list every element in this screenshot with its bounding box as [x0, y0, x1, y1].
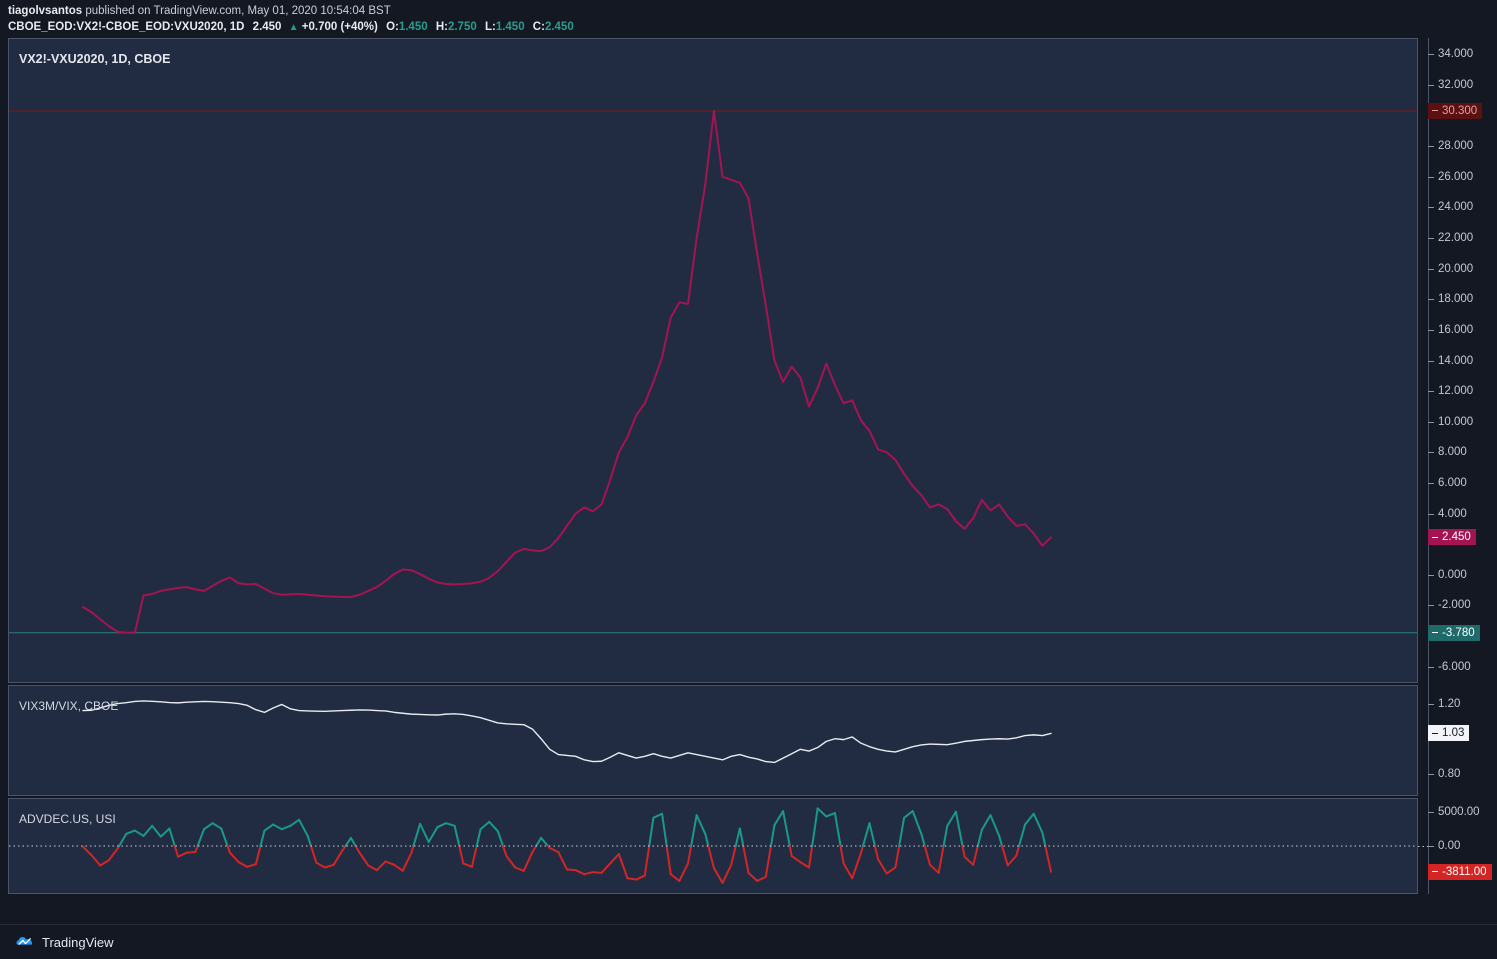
axis-label-34.000: 34.000: [1438, 48, 1474, 61]
axis-label-18.000: 18.000: [1438, 293, 1474, 306]
axis-label--2.000: -2.000: [1438, 599, 1471, 612]
axis-tick: [1428, 773, 1434, 775]
last-price: 2.450: [252, 21, 282, 33]
publication-timestamp: published on TradingView.com, May 01, 20…: [85, 5, 391, 17]
axis-label-0.000: 0.000: [1438, 568, 1467, 581]
low-label: L:: [484, 21, 496, 33]
axis-tick: [1428, 812, 1434, 814]
axis-tick: [1428, 703, 1434, 705]
high-value: 2.750: [447, 21, 477, 33]
axis-tick: [1428, 605, 1434, 607]
publisher-name: tiagolvsantos: [8, 5, 83, 17]
tradingview-brand: TradingView: [42, 935, 114, 950]
axis-tick: [1428, 421, 1434, 423]
price-change: +0.700 (+40%): [301, 21, 378, 33]
axis-tick: [1428, 666, 1434, 668]
price-badge-30.300[interactable]: 30.300: [1428, 102, 1483, 119]
axis-tick: [1428, 329, 1434, 331]
axis-label-10.000: 10.000: [1438, 415, 1474, 428]
tradingview-logo-icon[interactable]: [16, 934, 35, 951]
price-axis-line: [1428, 38, 1429, 894]
pane-advdec[interactable]: ADVDEC.US, USI: [8, 798, 1418, 894]
axis-label-12.000: 12.000: [1438, 385, 1474, 398]
price-badge--3.780[interactable]: -3.780: [1428, 624, 1480, 641]
close-label: C:: [532, 21, 545, 33]
axis-tick: [1428, 54, 1434, 56]
axis-label-26.000: 26.000: [1438, 170, 1474, 183]
axis-tick: [1428, 391, 1434, 393]
axis-label-16.000: 16.000: [1438, 323, 1474, 336]
advdec-series-svg: [9, 807, 1417, 884]
symbol-legend: CBOE_EOD:VX2!-CBOE_EOD:VXU2020, 1D 2.450…: [8, 21, 574, 33]
axis-label-4.000: 4.000: [1438, 507, 1467, 520]
chart-plot-area[interactable]: VX2!-VXU2020, 1D, CBOE VIX3M/VIX, CBOE A…: [0, 38, 1497, 955]
axis-tick: [1428, 176, 1434, 178]
symbol-name[interactable]: CBOE_EOD:VX2!-CBOE_EOD:VXU2020, 1D: [8, 21, 245, 33]
axis-label-0.00: 0.00: [1438, 840, 1461, 852]
ratio-series-svg: [82, 700, 1052, 764]
axis-label--6.000: -6.000: [1438, 660, 1471, 673]
open-label: O:: [386, 21, 399, 33]
price-axis[interactable]: 34.000 32.000 28.000 26.000 24.000 22.000 20.0…: [1418, 38, 1497, 924]
publication-info: tiagolvsantos published on TradingView.c…: [8, 5, 391, 17]
advdec-zero-line-extension: [1418, 846, 1428, 847]
price-badge--3811.00[interactable]: -3811.00: [1428, 863, 1492, 880]
axis-label-28.000: 28.000: [1438, 140, 1474, 153]
axis-label-20.000: 20.000: [1438, 262, 1474, 275]
price-badge-2.450[interactable]: 2.450: [1428, 529, 1476, 546]
close-value: 2.450: [544, 21, 574, 33]
footer-bar: TradingView: [0, 924, 1497, 959]
axis-label-32.000: 32.000: [1438, 78, 1474, 91]
axis-tick: [1428, 846, 1434, 847]
axis-tick: [1428, 299, 1434, 301]
low-value: 1.450: [495, 21, 525, 33]
axis-tick: [1428, 482, 1434, 484]
axis-label-14.000: 14.000: [1438, 354, 1474, 367]
axis-tick: [1428, 84, 1434, 86]
axis-tick: [1428, 238, 1434, 240]
axis-label-5000.00: 5000.00: [1438, 806, 1480, 819]
open-value: 1.450: [398, 21, 428, 33]
axis-tick: [1428, 207, 1434, 209]
axis-tick: [1428, 452, 1434, 454]
axis-tick: [1428, 360, 1434, 362]
pane-spread[interactable]: VX2!-VXU2020, 1D, CBOE: [8, 38, 1418, 683]
axis-tick: [1428, 146, 1434, 148]
price-badge-1.03[interactable]: 1.03: [1428, 725, 1470, 742]
axis-label-22.000: 22.000: [1438, 232, 1474, 245]
axis-label-0.80: 0.80: [1438, 767, 1461, 780]
high-label: H:: [435, 21, 448, 33]
axis-label-6.000: 6.000: [1438, 476, 1467, 489]
axis-tick: [1428, 513, 1434, 515]
axis-label-8.000: 8.000: [1438, 446, 1467, 459]
axis-tick: [1428, 574, 1434, 576]
axis-tick: [1428, 268, 1434, 270]
axis-label-1.20: 1.20: [1438, 697, 1461, 710]
axis-label-24.000: 24.000: [1438, 201, 1474, 214]
spread-series-svg: [9, 109, 1417, 634]
pane-ratio[interactable]: VIX3M/VIX, CBOE: [8, 685, 1418, 796]
up-triangle-icon: ▲: [288, 22, 299, 33]
